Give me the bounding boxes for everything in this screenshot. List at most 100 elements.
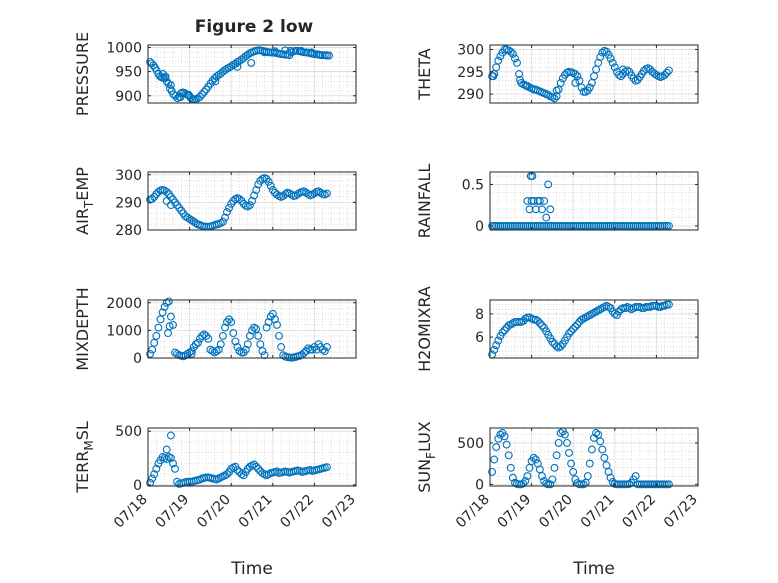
data-point bbox=[540, 197, 549, 205]
data-point bbox=[320, 347, 329, 356]
data-point bbox=[660, 221, 669, 230]
data-point bbox=[515, 480, 524, 489]
data-point bbox=[660, 70, 669, 79]
data-point bbox=[233, 62, 242, 71]
y-tick-label: 300 bbox=[115, 168, 142, 184]
data-point bbox=[291, 191, 300, 200]
data-point bbox=[550, 221, 559, 230]
marker-group bbox=[146, 174, 331, 231]
marker-group bbox=[488, 172, 673, 230]
data-point bbox=[521, 477, 530, 485]
data-point bbox=[191, 340, 200, 349]
data-point bbox=[517, 221, 526, 230]
data-point bbox=[245, 201, 254, 210]
data-point bbox=[592, 429, 601, 437]
data-point bbox=[281, 190, 290, 199]
data-point bbox=[538, 221, 546, 230]
data-point bbox=[152, 331, 161, 340]
data-point bbox=[602, 221, 611, 230]
data-point bbox=[498, 328, 507, 337]
data-point bbox=[494, 336, 503, 345]
data-point bbox=[513, 58, 521, 67]
data-point bbox=[506, 463, 515, 472]
data-point bbox=[664, 66, 673, 75]
data-point bbox=[156, 315, 165, 324]
data-point bbox=[169, 459, 177, 468]
data-point bbox=[506, 47, 515, 56]
data-point bbox=[245, 331, 254, 340]
data-point bbox=[221, 323, 229, 332]
data-point bbox=[488, 221, 497, 230]
data-point bbox=[322, 343, 331, 351]
data-point bbox=[600, 453, 609, 462]
data-point bbox=[152, 464, 161, 473]
data-point bbox=[184, 90, 193, 99]
data-point bbox=[600, 221, 609, 230]
data-point bbox=[187, 216, 196, 225]
data-point bbox=[623, 66, 632, 75]
data-point bbox=[300, 349, 308, 357]
data-point bbox=[623, 221, 632, 230]
y-axis-label-part: SUN bbox=[415, 459, 434, 493]
data-point bbox=[268, 309, 277, 318]
data-point bbox=[621, 67, 630, 76]
y-tick-label: 0 bbox=[475, 477, 484, 493]
data-point bbox=[531, 455, 540, 464]
y-axis-label-part: AIR bbox=[73, 208, 92, 235]
y-tick-label: 2000 bbox=[106, 296, 142, 312]
data-point bbox=[644, 221, 653, 230]
y-tick-label: 290 bbox=[457, 87, 484, 103]
data-point bbox=[165, 322, 174, 331]
data-point bbox=[527, 197, 536, 205]
data-point bbox=[633, 221, 642, 230]
data-point bbox=[308, 190, 317, 199]
data-point bbox=[221, 66, 229, 75]
data-point bbox=[548, 93, 557, 102]
data-point bbox=[521, 314, 530, 323]
data-point bbox=[558, 221, 567, 230]
data-point bbox=[322, 51, 331, 60]
data-point bbox=[519, 221, 528, 230]
data-point bbox=[531, 205, 540, 214]
data-point bbox=[556, 342, 565, 351]
data-point bbox=[567, 327, 576, 336]
data-point bbox=[529, 453, 538, 462]
data-point bbox=[281, 46, 290, 55]
data-point bbox=[569, 467, 578, 476]
data-point bbox=[187, 347, 196, 356]
y-tick-label: 300 bbox=[457, 42, 484, 58]
data-point bbox=[161, 72, 170, 81]
data-point bbox=[533, 316, 542, 325]
data-point bbox=[273, 467, 281, 476]
data-point bbox=[250, 460, 259, 469]
data-point bbox=[293, 190, 302, 199]
data-point bbox=[579, 480, 588, 489]
subplot-rainfall: 0 0.5 RAINFALL bbox=[415, 164, 699, 238]
data-point bbox=[223, 470, 231, 479]
data-point bbox=[554, 438, 563, 447]
data-point bbox=[256, 340, 265, 349]
data-point bbox=[581, 221, 590, 230]
data-point bbox=[233, 465, 242, 474]
data-point bbox=[585, 83, 594, 92]
data-point bbox=[310, 189, 319, 198]
data-point bbox=[577, 480, 586, 489]
data-point bbox=[488, 467, 497, 476]
data-point bbox=[523, 472, 532, 481]
y-tick-label: 500 bbox=[457, 436, 484, 452]
data-point bbox=[556, 78, 565, 87]
data-point bbox=[606, 54, 615, 63]
axes-box bbox=[489, 299, 699, 359]
y-tick-label: 900 bbox=[115, 89, 142, 105]
data-point bbox=[252, 186, 261, 194]
data-point bbox=[540, 221, 549, 230]
data-point bbox=[548, 337, 557, 346]
marker-group bbox=[146, 297, 331, 362]
data-point bbox=[231, 337, 240, 346]
data-point bbox=[166, 454, 175, 463]
data-point bbox=[565, 329, 573, 338]
data-point bbox=[552, 86, 561, 95]
data-point bbox=[150, 338, 159, 347]
data-point bbox=[515, 318, 524, 326]
data-point bbox=[581, 87, 590, 96]
